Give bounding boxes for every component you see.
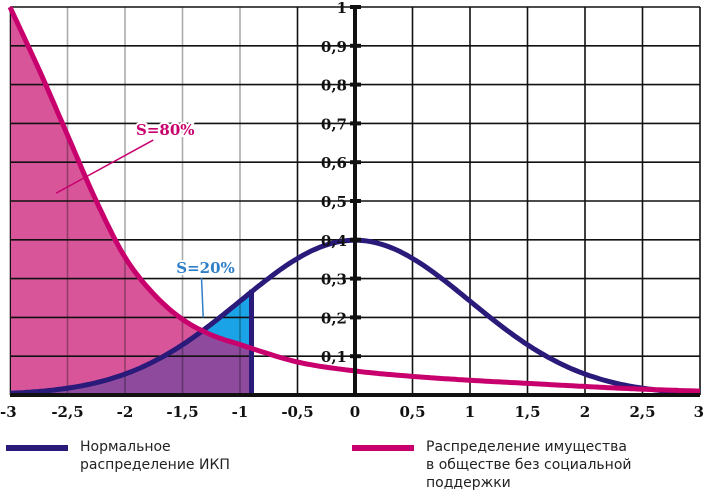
y-tick-label: 0,2 (321, 309, 347, 327)
annotation-s20: S=20% (176, 259, 235, 277)
annotation-leader-s20 (200, 277, 204, 318)
x-tick-label: -3 (0, 403, 17, 421)
x-tick-label: 2 (580, 403, 590, 421)
annotations: S=80% S=20% (55, 119, 237, 318)
legend-item-property: Распределение имущества в обществе без с… (352, 438, 632, 492)
y-tick-label: 0,1 (321, 348, 347, 366)
legend-item-normal: Нормальное распределение ИКП (6, 438, 230, 474)
axes (10, 5, 700, 397)
y-tick-label: 0,8 (321, 77, 347, 95)
chart-area: -3 -2,5 -2 -1,5 -1 -0,5 0 0,5 1 1,5 2 2,5 3 0,1 0,2 0,3… (0, 0, 704, 421)
x-tick-label: -0,5 (281, 403, 313, 421)
annotation-s80: S=80% (136, 121, 195, 139)
x-tick-label: -2 (117, 403, 134, 421)
legend-label-property: Распределение имущества в обществе без с… (426, 439, 632, 491)
x-tick-label: -2,5 (51, 403, 83, 421)
x-tick-label: 0,5 (399, 403, 425, 421)
x-tick-label: 1,5 (514, 403, 540, 421)
x-tick-label: -1 (232, 403, 249, 421)
y-tick-label: 0,7 (321, 115, 347, 133)
y-tick-label: 0,6 (321, 154, 347, 172)
legend-swatch-property (352, 445, 414, 451)
x-tick-label: 0 (350, 403, 360, 421)
y-tick-label: 1 (337, 0, 347, 17)
tick-labels: -3 -2,5 -2 -1,5 -1 -0,5 0 0,5 1 1,5 2 2,5 3 0,1 0,2 0,3… (0, 0, 704, 421)
x-tick-label: -1,5 (166, 403, 198, 421)
y-tick-label: 0,9 (321, 38, 347, 56)
shaded-region-s80 (10, 7, 252, 395)
annotation-leader-s80 (55, 139, 154, 194)
legend-label-normal: Нормальное распределение ИКП (80, 439, 230, 473)
y-tick-label: 0,4 (321, 232, 347, 250)
x-tick-label: 3 (694, 403, 704, 421)
x-tick-label: 2,5 (629, 403, 655, 421)
left-border (10, 7, 11, 395)
y-tick-label: 0,5 (321, 193, 347, 211)
shaded-region-overlap (10, 331, 252, 395)
y-tick-label: 0,3 (321, 271, 347, 289)
x-tick-label: 1 (465, 403, 475, 421)
legend-swatch-normal (6, 445, 68, 451)
